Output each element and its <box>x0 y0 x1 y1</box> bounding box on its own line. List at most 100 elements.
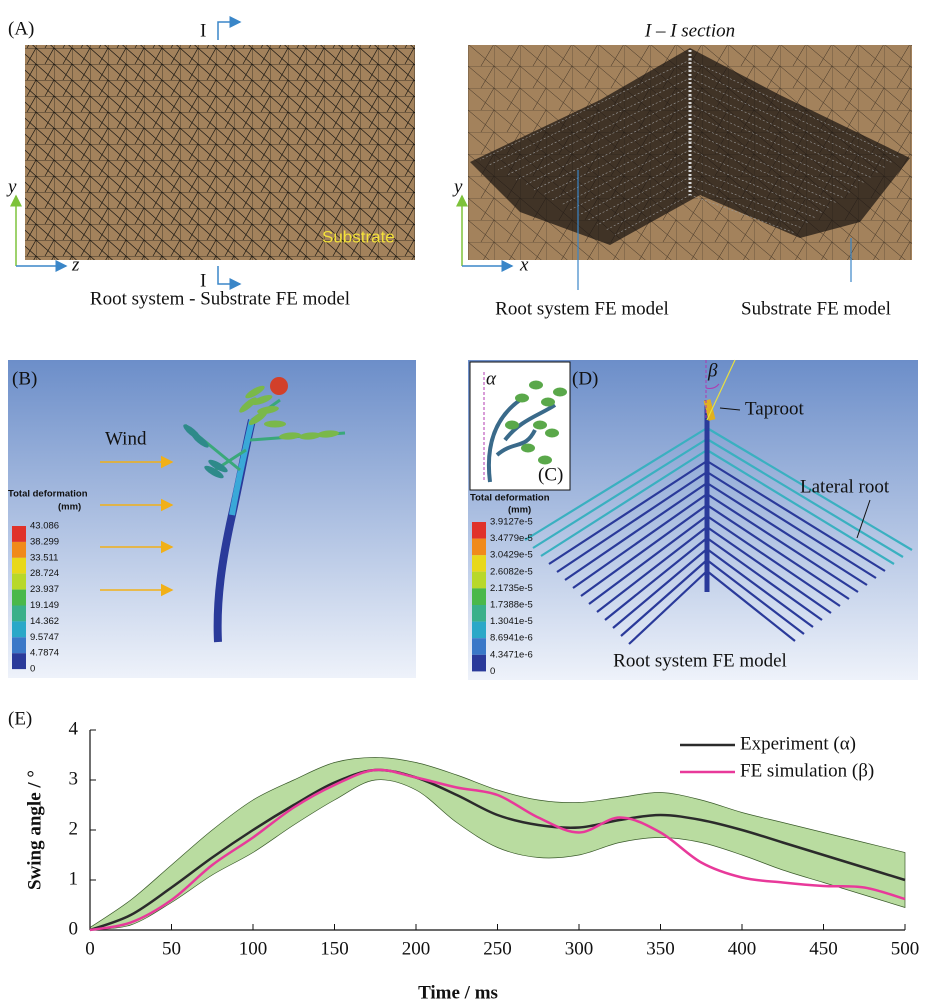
scale-swatch <box>472 522 486 539</box>
scale-swatch <box>472 605 486 622</box>
leaf <box>515 394 529 403</box>
axis-name: x <box>519 254 529 275</box>
x-tick-label: 500 <box>891 938 920 959</box>
bud <box>270 377 288 395</box>
panel-b-background <box>8 360 416 678</box>
axis-name: z <box>71 254 80 275</box>
scale-label: 2.6082e-5 <box>490 566 533 577</box>
x-tick-label: 400 <box>728 938 757 959</box>
scale-label: 4.3471e-6 <box>490 649 533 660</box>
taproot-label: Taproot <box>745 398 805 419</box>
panel-label: (B) <box>12 368 37 389</box>
axis-name: y <box>452 176 463 197</box>
section-mark: I <box>200 20 206 41</box>
leaf <box>529 381 543 390</box>
scale-label: 43.086 <box>30 521 59 532</box>
section-arrow <box>218 22 240 40</box>
caption: Substrate FE model <box>741 298 891 319</box>
x-tick-label: 150 <box>320 938 349 959</box>
wind-label: Wind <box>105 428 147 449</box>
scale-label: 38.299 <box>30 536 59 547</box>
y-tick-label: 3 <box>69 768 79 789</box>
scale-swatch <box>12 558 26 574</box>
scale-swatch <box>472 555 486 572</box>
x-tick-label: 300 <box>565 938 594 959</box>
y-tick-label: 1 <box>69 868 79 889</box>
page: Root system FE figure body { margin: 0; … <box>0 0 931 1005</box>
caption: Root system FE model <box>613 650 787 671</box>
scale-label: 0 <box>490 666 495 677</box>
scale-label: 1.3041e-5 <box>490 616 533 627</box>
y-tick-label: 0 <box>69 918 79 939</box>
leaf <box>541 398 555 407</box>
y-axis-label: Swing angle / ° <box>24 770 45 890</box>
leaf <box>505 421 519 430</box>
leaf <box>521 444 535 453</box>
legend-label: Experiment (α) <box>740 733 856 754</box>
scale-swatch <box>472 588 486 605</box>
axis-name: y <box>6 176 17 197</box>
lateral-label: Lateral root <box>800 476 890 497</box>
legend-label: FE simulation (β) <box>740 760 874 781</box>
y-tick-label: 2 <box>69 818 79 839</box>
x-tick-label: 450 <box>809 938 838 959</box>
scale-swatch <box>472 539 486 556</box>
scale-label: 8.6941e-6 <box>490 633 533 644</box>
leaf <box>264 421 286 428</box>
leaf <box>533 421 547 430</box>
legend-title: Total deformation <box>8 489 88 500</box>
page-body: { "panel_a": {"label": "(A)", "section_m… <box>0 0 931 1005</box>
x-tick-label: 350 <box>646 938 675 959</box>
scale-swatch <box>12 606 26 622</box>
scale-label: 3.0429e-5 <box>490 550 533 561</box>
x-tick-label: 100 <box>239 938 268 959</box>
scale-swatch <box>12 590 26 606</box>
scale-label: 2.1735e-5 <box>490 583 533 594</box>
scale-swatch <box>12 653 26 669</box>
panel-label: (C) <box>538 464 563 485</box>
scale-swatch <box>472 638 486 655</box>
scale-label: 14.362 <box>30 616 59 627</box>
scale-label: 19.149 <box>30 600 59 611</box>
x-tick-label: 200 <box>402 938 431 959</box>
scale-swatch <box>12 637 26 653</box>
scale-label: 3.9127e-5 <box>490 517 533 528</box>
angle-label: α <box>486 368 497 389</box>
scale-label: 3.4779e-5 <box>490 533 533 544</box>
substrate-label: Substrate <box>322 227 395 246</box>
section-title: I – I section <box>644 20 735 41</box>
caption: Root system FE model <box>495 298 669 319</box>
chart-e: (E) Time / ms Swing angle / ° 0 1 2 3 4 0 50 10… <box>8 708 919 1003</box>
chart-title: (E) <box>8 708 32 729</box>
leaf <box>545 429 559 438</box>
scale-swatch <box>472 572 486 589</box>
y-tick-label: 4 <box>69 718 79 739</box>
x-axis-label: Time / ms <box>418 982 498 1003</box>
scale-label: 23.937 <box>30 584 59 595</box>
legend-unit: (mm) <box>58 502 81 513</box>
x-tick-label: 50 <box>162 938 181 959</box>
caption: Root system - Substrate FE model <box>90 288 350 309</box>
scale-swatch <box>472 622 486 639</box>
leaf <box>538 456 552 465</box>
x-tick-label: 0 <box>85 938 95 959</box>
scale-swatch <box>12 542 26 558</box>
panel-label: (D) <box>572 368 598 389</box>
figure: (A) I I I – I section y z Substrate Root… <box>0 0 931 1005</box>
angle-label: β <box>707 360 718 381</box>
section-arrow <box>218 266 240 284</box>
scale-swatch <box>12 526 26 542</box>
scale-label: 4.7874 <box>30 648 59 659</box>
scale-label: 1.7388e-5 <box>490 600 533 611</box>
scale-label: 9.5747 <box>30 632 59 643</box>
scale-label: 33.511 <box>30 552 58 563</box>
scale-swatch <box>12 621 26 637</box>
panel-label: (A) <box>8 18 34 39</box>
scale-swatch <box>12 574 26 590</box>
scale-swatch <box>472 655 486 672</box>
scale-label: 0 <box>30 664 35 675</box>
legend-title: Total deformation <box>470 493 550 504</box>
legend-unit: (mm) <box>508 505 531 516</box>
scale-label: 28.724 <box>30 568 59 579</box>
leaf <box>553 388 567 397</box>
